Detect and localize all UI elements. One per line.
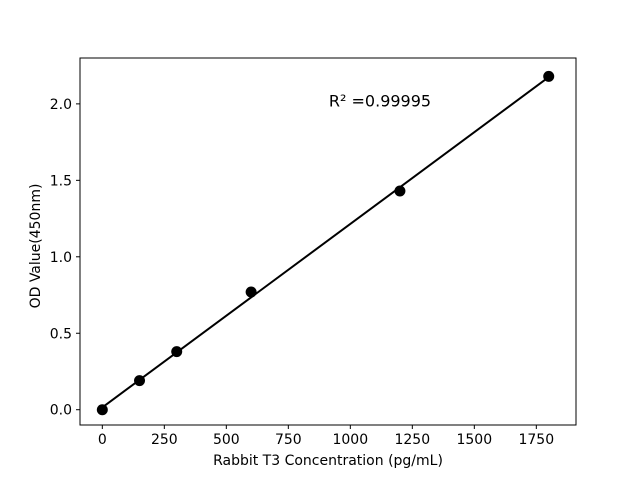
data-point <box>543 70 555 82</box>
x-tick-label: 1250 <box>394 432 430 448</box>
x-tick-label: 1750 <box>518 432 554 448</box>
x-tick-label: 250 <box>151 432 178 448</box>
x-tick-label: 500 <box>213 432 240 448</box>
y-tick-label: 1.0 <box>50 250 72 266</box>
data-point <box>96 404 108 416</box>
x-tick-label: 0 <box>98 432 107 448</box>
data-point <box>394 185 406 197</box>
x-tick-label: 750 <box>275 432 302 448</box>
plot-area <box>79 57 577 426</box>
data-point <box>134 375 146 387</box>
data-point <box>171 346 183 358</box>
r-squared-annotation: R² =0.99995 <box>328 91 432 111</box>
regression-line <box>101 76 550 409</box>
x-tick-label: 1000 <box>332 432 368 448</box>
y-tick-label: 0.5 <box>50 326 72 342</box>
y-tick-label: 2.0 <box>50 97 72 113</box>
data-point <box>245 286 257 298</box>
y-tick-label: 1.5 <box>50 173 72 189</box>
x-tick-label: 1500 <box>456 432 492 448</box>
y-tick-label: 0.0 <box>50 403 72 419</box>
x-axis-title: Rabbit T3 Concentration (pg/mL) <box>213 453 443 469</box>
y-axis-title: OD Value(450nm) <box>28 183 44 309</box>
